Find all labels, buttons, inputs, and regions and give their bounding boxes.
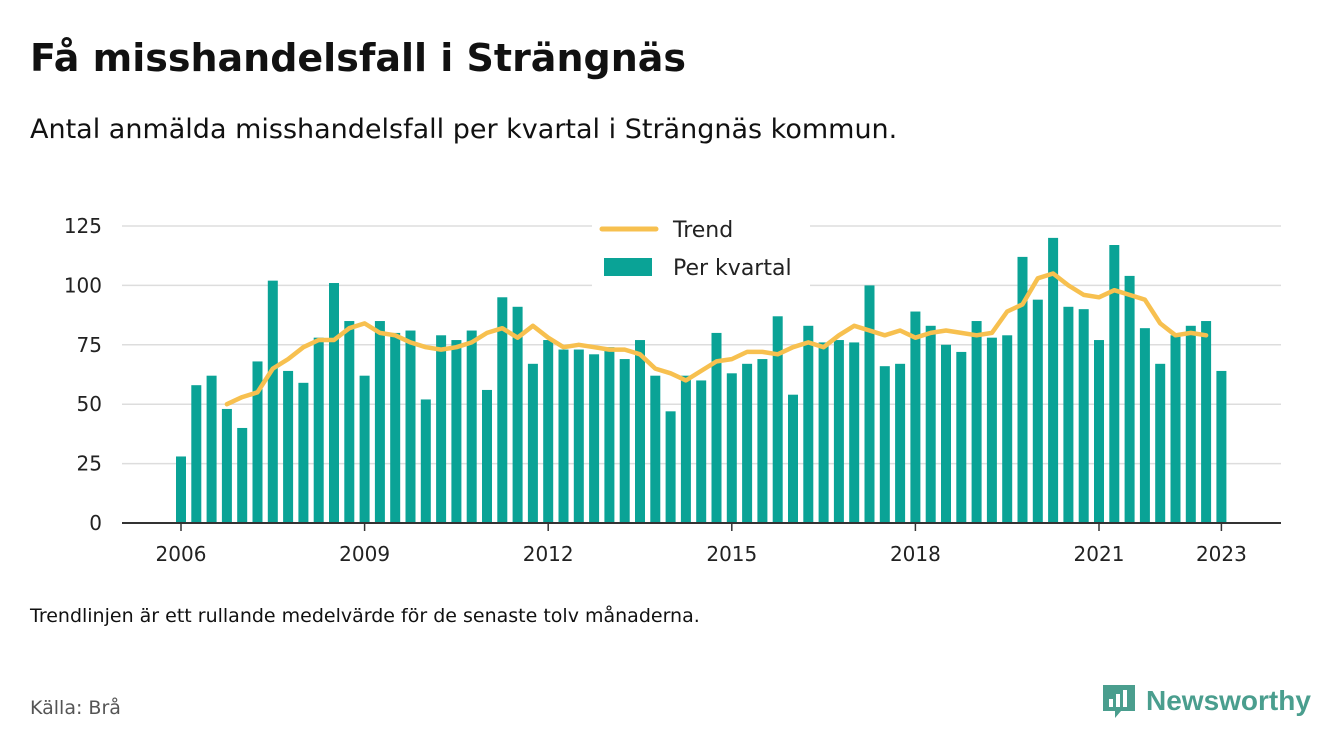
bar xyxy=(726,373,737,523)
x-tick-label: 2012 xyxy=(523,542,574,566)
bar xyxy=(849,342,860,523)
bar xyxy=(941,344,951,523)
bar xyxy=(191,385,202,523)
bar xyxy=(665,411,676,523)
bar xyxy=(267,280,278,523)
bar xyxy=(420,399,431,523)
bar xyxy=(405,330,416,523)
bar xyxy=(833,340,844,523)
bar xyxy=(176,456,186,523)
bar xyxy=(527,363,538,523)
y-tick-label: 75 xyxy=(77,333,102,357)
bar xyxy=(466,330,477,523)
bar xyxy=(482,389,492,523)
bar xyxy=(757,359,768,523)
bar xyxy=(1155,363,1166,523)
bar xyxy=(711,332,722,523)
bar xyxy=(1185,325,1196,523)
bar xyxy=(1078,309,1089,523)
bar xyxy=(635,340,645,523)
bar xyxy=(298,382,309,523)
bar xyxy=(864,285,875,523)
x-tick-label: 2018 xyxy=(890,542,941,566)
bar xyxy=(543,340,554,523)
bar xyxy=(879,366,890,523)
x-tick-label: 2021 xyxy=(1074,542,1125,566)
legend-bars-label: Per kvartal xyxy=(673,256,792,281)
bar xyxy=(573,349,584,523)
bars-series xyxy=(176,237,1227,523)
axes: 0 25 50 75 100 125 2006 2009 2012 2015 2018 2021 202… xyxy=(64,214,1281,566)
bar xyxy=(374,321,385,523)
source-text: Källa: Brå xyxy=(30,697,121,719)
newsworthy-logo-icon xyxy=(1103,685,1135,718)
bar xyxy=(803,325,814,523)
bar xyxy=(512,306,523,523)
bar xyxy=(313,337,324,523)
y-tick-label: 0 xyxy=(89,511,102,535)
x-tick-label: 2009 xyxy=(339,542,390,566)
brand-logo[interactable]: Newsworthy xyxy=(1100,682,1311,720)
chart-subtitle: Antal anmälda misshandelsfall per kvarta… xyxy=(30,114,898,145)
bar xyxy=(344,321,355,523)
bar xyxy=(436,335,447,523)
bar xyxy=(283,370,294,523)
y-tick-label: 125 xyxy=(64,214,102,238)
x-tick-label: 2015 xyxy=(706,542,757,566)
bar xyxy=(788,394,798,523)
bar xyxy=(589,354,600,523)
bar xyxy=(696,380,707,523)
bar xyxy=(451,340,462,523)
bar xyxy=(742,363,753,523)
bar xyxy=(1032,299,1043,523)
bar xyxy=(1063,306,1074,523)
x-tick-label: 2006 xyxy=(156,542,207,566)
bar xyxy=(1002,335,1013,523)
bar xyxy=(252,361,263,523)
bar xyxy=(359,375,370,523)
bar-line-chart: 0 25 50 75 100 125 2006 2009 2012 2015 2018 2021 202… xyxy=(64,212,1281,566)
bar xyxy=(497,297,508,523)
bar xyxy=(1109,245,1120,523)
bar xyxy=(895,363,906,523)
bar xyxy=(650,375,661,523)
bar xyxy=(237,427,248,523)
bar xyxy=(925,325,936,523)
bar xyxy=(221,408,232,523)
legend-trend-label: Trend xyxy=(672,218,733,243)
bar xyxy=(1124,275,1135,523)
bar xyxy=(206,375,217,523)
bar xyxy=(390,332,401,523)
brand-name: Newsworthy xyxy=(1146,685,1311,716)
bar xyxy=(1017,256,1028,523)
legend: Trend Per kvartal xyxy=(592,212,810,287)
bar xyxy=(619,359,630,523)
y-tick-label: 25 xyxy=(77,452,102,476)
bar xyxy=(956,351,967,523)
bar xyxy=(558,349,569,523)
bar xyxy=(818,342,829,523)
bar xyxy=(329,283,339,523)
bar xyxy=(910,311,921,523)
bar xyxy=(680,375,691,523)
trend-note: Trendlinjen är ett rullande medelvärde f… xyxy=(30,605,700,627)
bar xyxy=(1201,321,1212,523)
x-tick-label: 2023 xyxy=(1196,542,1247,566)
trend-line xyxy=(224,271,1209,407)
bar xyxy=(1170,335,1181,523)
chart-title: Få misshandelsfall i Strängnäs xyxy=(30,36,687,80)
bar xyxy=(604,347,615,523)
y-tick-label: 100 xyxy=(64,273,102,297)
bar xyxy=(1216,370,1227,523)
bar xyxy=(986,337,997,523)
bar xyxy=(1094,340,1104,523)
trend-series xyxy=(224,271,1209,407)
y-tick-label: 50 xyxy=(77,392,102,416)
bar xyxy=(772,316,783,523)
bar xyxy=(1048,237,1059,523)
bar xyxy=(1139,328,1150,523)
legend-bars-swatch xyxy=(604,258,652,276)
bar xyxy=(971,321,982,523)
